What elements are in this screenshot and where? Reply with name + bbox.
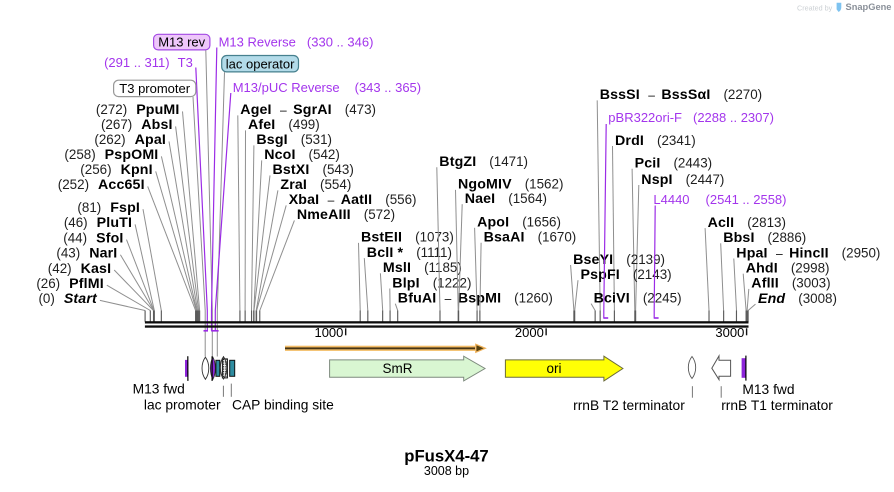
svg-text:pFusX4-47: pFusX4-47 [404,446,488,465]
svg-text:SmR: SmR [383,361,413,376]
svg-text:M13 fwd: M13 fwd [742,382,794,397]
svg-text:(26)PflMI: (26)PflMI [36,276,103,292]
svg-text:(252)Acc65I: (252)Acc65I [58,177,145,193]
svg-text:lac promoter: lac promoter [144,397,221,412]
svg-text:PciI(2443): PciI(2443) [635,156,713,172]
svg-text:lac operator: lac operator [226,56,295,71]
svg-text:rrnB T2 terminator: rrnB T2 terminator [573,398,685,413]
svg-text:End(3008): End(3008) [758,291,837,307]
svg-text:Created by: Created by [797,3,833,12]
svg-text:ori: ori [546,361,561,376]
svg-text:3008 bp: 3008 bp [424,464,469,478]
svg-text:(0)Start: (0)Start [38,291,98,307]
svg-text:T3 promoter: T3 promoter [119,81,190,96]
svg-text:BfuAI–BspMI(1260): BfuAI–BspMI(1260) [398,291,553,307]
svg-text:(258)PspOMI: (258)PspOMI [64,147,158,163]
svg-text:M13 rev: M13 rev [158,34,205,49]
svg-text:CAP binding site: CAP binding site [232,397,334,412]
svg-text:(46)PluTI: (46)PluTI [64,215,132,231]
svg-text:(272)PpuMI: (272)PpuMI [96,102,180,118]
svg-text:rrnB T1 terminator: rrnB T1 terminator [721,398,833,413]
svg-text:3000: 3000 [715,325,744,340]
svg-text:L4440(2541 .. 2558): L4440(2541 .. 2558) [653,192,786,207]
svg-text:2000: 2000 [515,325,544,340]
svg-text:XbaI–AatII(556): XbaI–AatII(556) [289,192,417,208]
svg-text:NmeAIII(572): NmeAIII(572) [297,207,395,223]
svg-text:(291 .. 311)T3: (291 .. 311)T3 [104,55,193,70]
svg-text:AgeI–SgrAI(473): AgeI–SgrAI(473) [240,102,376,118]
svg-text:AclI(2813): AclI(2813) [708,215,786,231]
svg-text:M13 fwd: M13 fwd [133,382,185,397]
svg-text:HpaI–HincII(2950): HpaI–HincII(2950) [736,245,880,261]
svg-text:SnapGene: SnapGene [846,2,892,12]
svg-text:1000: 1000 [314,325,343,340]
svg-text:M13/pUC Reverse(343 .. 365): M13/pUC Reverse(343 .. 365) [233,80,421,95]
svg-text:BssSI–BssSαI(2270): BssSI–BssSαI(2270) [600,87,762,103]
svg-text:AflII(3003): AflII(3003) [751,276,830,292]
